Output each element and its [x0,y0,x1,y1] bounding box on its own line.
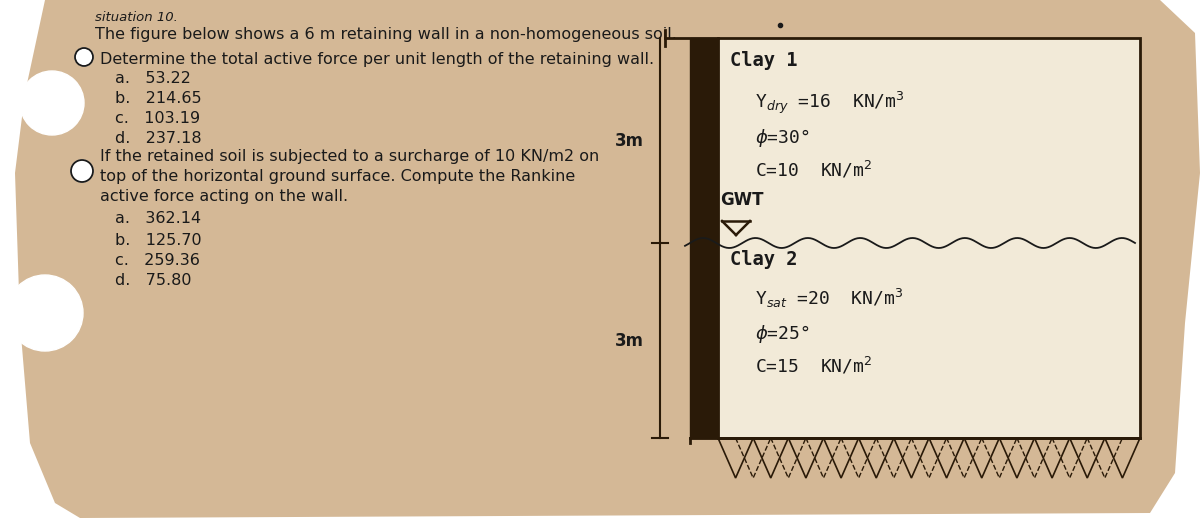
Text: Clay 1: Clay 1 [730,51,798,70]
Text: Determine the total active force per unit length of the retaining wall.: Determine the total active force per uni… [100,52,654,67]
Text: b.   125.70: b. 125.70 [115,233,202,248]
Text: $\phi$=25°: $\phi$=25° [755,323,810,345]
Text: a.   53.22: a. 53.22 [115,71,191,86]
Circle shape [7,275,83,351]
Bar [718,38,1140,438]
Text: a.   362.14: a. 362.14 [115,211,202,226]
Text: GWT: GWT [720,191,763,209]
Text: b.   214.65: b. 214.65 [115,91,202,106]
Text: Clay 2: Clay 2 [730,250,798,269]
Text: active force acting on the wall.: active force acting on the wall. [100,189,348,204]
Text: Y$_{dry}$ =16  KN/m$^3$: Y$_{dry}$ =16 KN/m$^3$ [755,90,905,116]
Text: d.   75.80: d. 75.80 [115,273,192,288]
Circle shape [74,48,94,66]
Text: 3m: 3m [616,332,644,349]
Text: 3m: 3m [616,131,644,150]
Text: C=10  KN/m$^2$: C=10 KN/m$^2$ [755,159,872,180]
Text: situation 10.: situation 10. [95,11,178,24]
Text: c.   259.36: c. 259.36 [115,253,200,268]
Bar [690,38,718,438]
Text: d.   237.18: d. 237.18 [115,131,202,146]
Text: top of the horizontal ground surface. Compute the Rankine: top of the horizontal ground surface. Co… [100,169,575,184]
Bar [718,38,1140,438]
Text: C=15  KN/m$^2$: C=15 KN/m$^2$ [755,356,872,377]
Circle shape [71,160,94,182]
Circle shape [20,71,84,135]
Polygon shape [14,0,1200,518]
Text: If the retained soil is subjected to a surcharge of 10 KN/m2 on: If the retained soil is subjected to a s… [100,149,599,164]
Text: The figure below shows a 6 m retaining wall in a non-homogeneous soil.: The figure below shows a 6 m retaining w… [95,27,677,42]
Text: c.   103.19: c. 103.19 [115,111,200,126]
Text: Y$_{sat}$ =20  KN/m$^3$: Y$_{sat}$ =20 KN/m$^3$ [755,287,904,310]
Text: $\phi$=30°: $\phi$=30° [755,127,810,149]
